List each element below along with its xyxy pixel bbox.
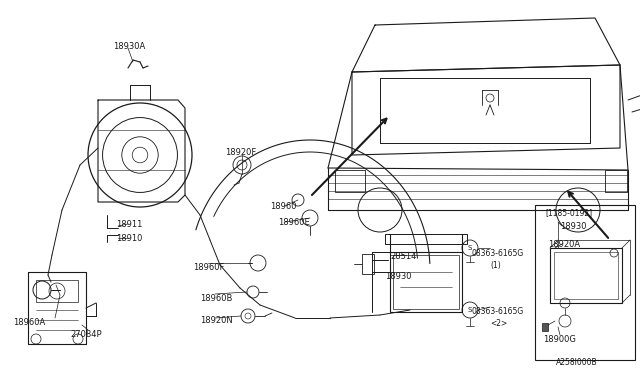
Bar <box>335 170 365 192</box>
Text: 18900G: 18900G <box>543 335 576 344</box>
Bar <box>554 252 618 299</box>
Text: 18930: 18930 <box>560 222 586 231</box>
Bar <box>362 254 374 274</box>
Text: (1): (1) <box>490 261 500 270</box>
Text: 18911: 18911 <box>116 220 142 229</box>
Bar <box>542 323 548 331</box>
Text: 08363-6165G: 08363-6165G <box>472 249 524 258</box>
Text: [1185-0192]: [1185-0192] <box>545 208 592 217</box>
Text: 18930: 18930 <box>385 272 412 281</box>
Text: 18960E: 18960E <box>278 218 310 227</box>
Bar <box>535 205 635 360</box>
Bar <box>385 234 467 244</box>
Text: 08363-6165G: 08363-6165G <box>472 307 524 316</box>
Text: 28514: 28514 <box>390 252 417 261</box>
Text: S: S <box>468 307 472 313</box>
Bar <box>550 248 622 303</box>
Text: 18960F: 18960F <box>193 263 225 272</box>
Text: 18960B: 18960B <box>200 294 232 303</box>
Text: 18910: 18910 <box>116 234 142 243</box>
Text: <2>: <2> <box>490 319 508 328</box>
Text: A258I000B: A258I000B <box>556 358 598 367</box>
Text: 18920A: 18920A <box>548 240 580 249</box>
Bar <box>605 170 627 192</box>
Text: 18920N: 18920N <box>200 316 233 325</box>
Text: 18930A: 18930A <box>113 42 145 51</box>
Text: 27084P: 27084P <box>70 330 102 339</box>
Text: 18920F: 18920F <box>225 148 256 157</box>
Text: S: S <box>468 245 472 251</box>
Text: 18960A: 18960A <box>13 318 45 327</box>
Bar <box>390 252 462 312</box>
Bar <box>36 280 78 302</box>
Text: 18960: 18960 <box>270 202 296 211</box>
Bar <box>393 255 459 309</box>
